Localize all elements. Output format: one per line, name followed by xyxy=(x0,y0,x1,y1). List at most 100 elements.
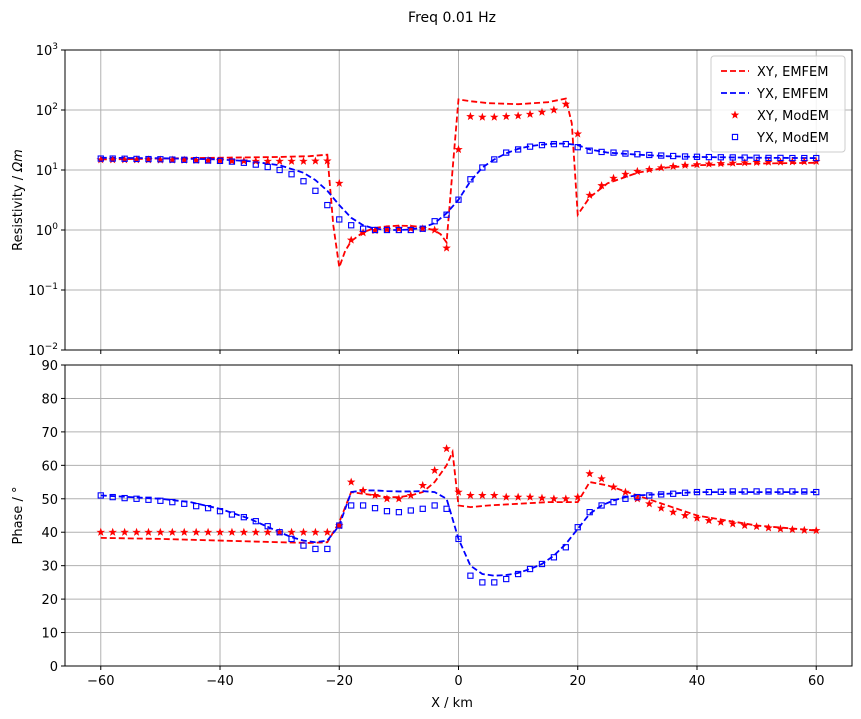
series-yx-modem-point xyxy=(324,545,331,553)
y-tick-label: 10 xyxy=(41,627,58,642)
series-xy-modem-point xyxy=(525,492,535,501)
series-yx-modem-point xyxy=(681,489,689,496)
series-xy-modem-point xyxy=(704,159,714,168)
legend-item-xy-emfem-label: XY, EMFEM xyxy=(757,65,828,80)
series-xy-modem-point xyxy=(454,487,463,496)
series-xy-modem-point xyxy=(501,112,511,121)
series-xy-modem-point xyxy=(120,527,129,536)
series-yx-modem-point xyxy=(276,529,283,536)
series-xy-modem-point xyxy=(251,156,261,165)
series-xy-modem-point xyxy=(573,492,582,501)
series-xy-modem-point xyxy=(573,129,582,138)
series-xy-modem-point xyxy=(621,487,630,496)
series-xy-modem-point xyxy=(704,516,714,525)
series-yx-emfem-line xyxy=(100,489,817,577)
legend-item-yx-emfem-label: YX, EMFEM xyxy=(756,87,828,102)
series-xy-modem-point xyxy=(549,105,559,114)
series-yx-modem-point xyxy=(801,488,808,495)
series-xy-modem-point xyxy=(692,513,702,522)
series-xy-modem-point xyxy=(668,161,678,170)
series-yx-modem-point xyxy=(216,508,224,515)
series-yx-modem-point xyxy=(646,151,653,159)
y-tick-label: 100 xyxy=(36,222,59,239)
series-yx-modem-point xyxy=(383,226,391,234)
series-xy-modem-point xyxy=(346,235,356,244)
series-xy-modem-point xyxy=(645,499,654,508)
series-xy-modem-point xyxy=(561,494,571,503)
series-yx-modem-point xyxy=(681,153,689,160)
series-yx-modem-point xyxy=(336,216,343,223)
y-tick-label: 103 xyxy=(36,42,58,59)
series-xy-modem-point xyxy=(800,525,809,534)
series-xy-modem-point xyxy=(585,469,594,478)
series-xy-modem-point xyxy=(764,523,773,532)
series-yx-modem-point xyxy=(503,575,510,583)
series-yx-modem-point xyxy=(443,505,450,512)
series-yx-modem-point xyxy=(789,488,796,495)
legend-item-xy-modem-label: XY, ModEM xyxy=(757,109,829,124)
series-yx-modem-point xyxy=(586,509,593,516)
series-xy-modem-point xyxy=(466,490,475,500)
series-yx-modem-point xyxy=(598,148,605,156)
series-yx-modem-point xyxy=(514,570,522,578)
series-yx-modem-point xyxy=(336,522,343,529)
series-yx-modem-point xyxy=(813,154,820,162)
series-xy-modem-point xyxy=(490,490,499,500)
x-tick-label: 40 xyxy=(689,674,706,689)
series-yx-modem-point xyxy=(765,488,772,495)
series-yx-modem-point xyxy=(717,488,724,495)
series-xy-modem-point xyxy=(263,527,272,536)
series-xy-modem-point xyxy=(513,111,523,120)
x-tick-label: 60 xyxy=(808,674,825,689)
series-yx-modem-point xyxy=(741,488,748,495)
series-yx-modem-point xyxy=(467,572,474,579)
series-yx-modem-point xyxy=(705,488,713,496)
series-xy-modem-point xyxy=(370,490,380,500)
series-yx-modem-point xyxy=(288,535,295,543)
series-xy-modem-point xyxy=(191,527,201,536)
series-yx-modem-point xyxy=(145,155,152,163)
series-yx-modem-point xyxy=(574,144,581,151)
series-yx-modem-point xyxy=(705,153,713,161)
series-yx-modem-point xyxy=(133,495,140,502)
series-yx-emfem-line xyxy=(100,142,817,231)
plot-area xyxy=(96,97,821,268)
y-tick-label: 30 xyxy=(41,560,58,575)
series-yx-modem-point xyxy=(491,156,498,163)
series-xy-modem-point xyxy=(454,144,463,154)
series-yx-modem-point xyxy=(717,154,724,161)
series-xy-modem-point xyxy=(692,160,702,169)
series-xy-modem-point xyxy=(179,527,189,536)
series-xy-modem-point xyxy=(478,112,487,121)
series-xy-modem-point xyxy=(478,490,487,500)
series-xy-modem-point xyxy=(752,157,761,166)
series-xy-modem-point xyxy=(323,527,332,536)
series-yx-modem-point xyxy=(586,147,593,154)
chart-title: Freq 0.01 Hz xyxy=(408,10,496,26)
series-yx-modem-point xyxy=(729,488,736,495)
series-yx-modem-point xyxy=(204,504,212,512)
series-yx-modem-point xyxy=(789,154,796,162)
series-yx-modem-point xyxy=(550,140,558,148)
series-xy-modem-point xyxy=(728,158,738,167)
series-yx-modem-point xyxy=(312,187,319,194)
series-yx-modem-point xyxy=(634,151,641,158)
series-yx-modem-point xyxy=(622,495,629,502)
series-yx-modem-point xyxy=(634,493,641,501)
series-yx-modem-point xyxy=(646,492,653,499)
y-tick-label: 101 xyxy=(36,162,58,179)
series-yx-modem-point xyxy=(431,218,438,225)
series-xy-modem-point xyxy=(740,521,749,530)
series-xy-modem-point xyxy=(740,158,749,167)
series-xy-modem-point xyxy=(811,526,821,535)
series-yx-modem-point xyxy=(359,502,367,509)
series-yx-modem-point xyxy=(658,491,665,498)
series-yx-modem-point xyxy=(288,171,295,178)
series-yx-modem-point xyxy=(622,150,629,157)
series-yx-modem-markers xyxy=(97,140,820,234)
series-yx-modem-point xyxy=(395,509,403,516)
series-xy-modem-point xyxy=(406,490,416,500)
series-yx-modem-point xyxy=(765,154,772,162)
series-xy-modem-point xyxy=(656,163,666,172)
series-yx-modem-point xyxy=(467,176,474,183)
